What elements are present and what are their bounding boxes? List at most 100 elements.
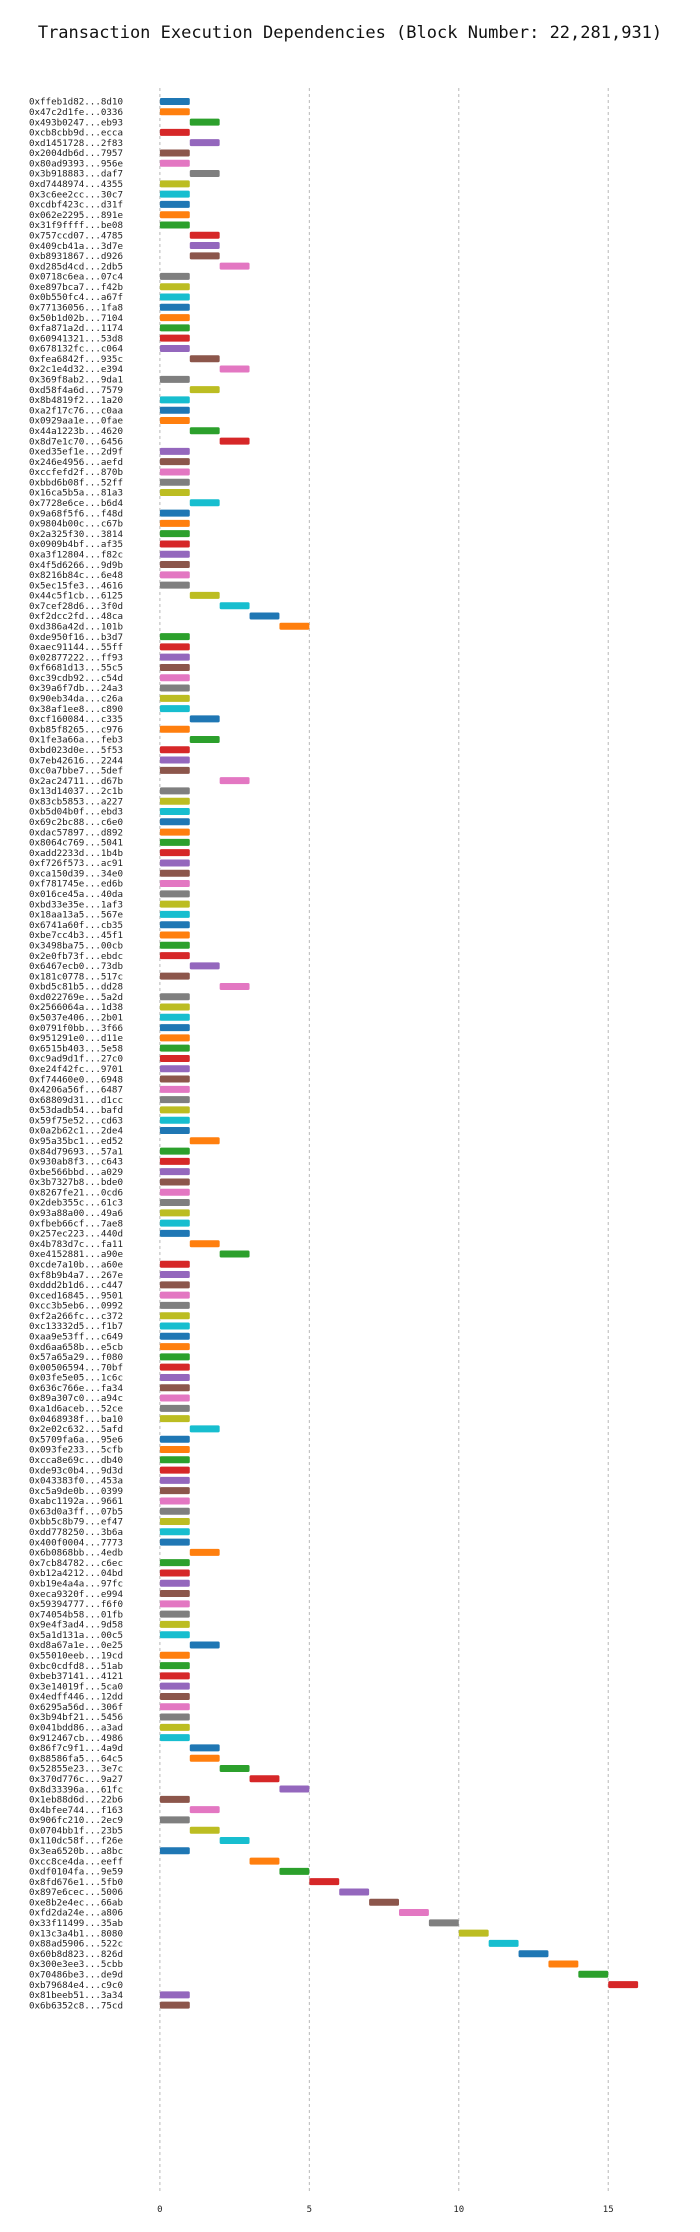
- tx-bar: [159, 1332, 190, 1340]
- tx-bar: [249, 1857, 280, 1865]
- tx-label: 0x8fd676e1...5fb0: [29, 1877, 123, 1888]
- tx-label: 0x84d79693...57a1: [29, 1146, 123, 1157]
- tx-label: 0xd285d4cd...2db5: [29, 261, 123, 272]
- tx-label: 0x409cb41a...3d7e: [29, 241, 123, 252]
- tx-label: 0x7cef28d6...3f0d: [29, 601, 123, 612]
- tx-label: 0xc9ad9d1f...27c0: [29, 1054, 123, 1065]
- tx-label: 0x69c2bc88...c6e0: [29, 817, 123, 828]
- tx-bar: [159, 910, 190, 918]
- tx-bar: [219, 1250, 250, 1258]
- tx-label: 0xf726f573...ac91: [29, 858, 123, 869]
- tx-label: 0xbc0cdfd8...51ab: [29, 1661, 123, 1672]
- tx-bar: [159, 1291, 190, 1299]
- tx-label: 0xf2a266fc...c372: [29, 1311, 123, 1322]
- transaction-bars: [159, 98, 639, 2009]
- tx-label: 0xde93c0b4...9d3d: [29, 1465, 123, 1476]
- tx-bar: [159, 1281, 190, 1289]
- tx-label: 0x86f7c9f1...4a9d: [29, 1743, 123, 1754]
- tx-label: 0x31f9ffff...be08: [29, 220, 123, 231]
- tx-label: 0x181c0778...517c: [29, 971, 123, 982]
- tx-bar: [159, 838, 190, 846]
- tx-bar: [159, 1415, 190, 1423]
- tx-label: 0x4206a56f...6487: [29, 1085, 123, 1096]
- tx-label: 0xe4152881...a90e: [29, 1249, 123, 1260]
- tx-bar: [189, 170, 220, 178]
- tx-bar: [159, 458, 190, 466]
- tx-bar: [159, 1085, 190, 1093]
- tx-label: 0xcc3b5eb6...0992: [29, 1301, 123, 1312]
- tx-label: 0x6b0868bb...4edb: [29, 1548, 123, 1559]
- tx-label: 0x2ac24711...d67b: [29, 776, 123, 787]
- tx-bar: [189, 252, 220, 260]
- tx-label: 0xcdbf423c...d31f: [29, 200, 123, 211]
- tx-label: 0x300e3ee3...5cbb: [29, 1959, 123, 1970]
- tx-label: 0xaa9e53ff...c649: [29, 1332, 123, 1343]
- tx-label: 0x77136056...1fa8: [29, 303, 123, 314]
- tx-bar: [159, 1631, 190, 1639]
- tx-label: 0x8216b84c...6e48: [29, 570, 123, 581]
- tx-label: 0x0791f0bb...3f66: [29, 1023, 123, 1034]
- tx-label: 0x2566064a...1d38: [29, 1002, 123, 1013]
- tx-bar: [279, 1867, 310, 1875]
- tx-label: 0x370d776c...9a27: [29, 1774, 123, 1785]
- tx-bar: [159, 447, 190, 455]
- tx-label: 0x493b0247...eb93: [29, 117, 123, 128]
- tx-bar: [159, 1538, 190, 1546]
- tx-bar: [159, 1703, 190, 1711]
- tx-bar: [309, 1878, 340, 1886]
- tx-bar: [159, 808, 190, 816]
- tx-label: 0x60941321...53d8: [29, 333, 123, 344]
- tx-bar: [159, 1507, 190, 1515]
- tx-label: 0xaec91144...55ff: [29, 642, 123, 653]
- tx-bar: [159, 1106, 190, 1114]
- tx-bar: [159, 859, 190, 867]
- tx-label: 0x062e2295...891e: [29, 210, 123, 221]
- tx-bar: [159, 746, 190, 754]
- tx-label: 0xa3f12804...f82c: [29, 549, 123, 560]
- tx-label: 0x13c3a4b1...8080: [29, 1928, 123, 1939]
- tx-label: 0xabc1192a...9661: [29, 1496, 123, 1507]
- tx-bar: [159, 1312, 190, 1320]
- tx-label: 0x0909b4bf...af35: [29, 539, 123, 550]
- tx-label: 0x8d33396a...61fc: [29, 1784, 123, 1795]
- tx-bar: [159, 540, 190, 548]
- x-axis-ticks: 0 5 10 15: [157, 2205, 613, 2215]
- tx-label: 0xdf0104fa...9e59: [29, 1867, 123, 1878]
- tx-bar: [159, 221, 190, 229]
- tx-bar: [159, 293, 190, 301]
- tx-label: 0x55010eeb...19cd: [29, 1650, 123, 1661]
- tx-bar: [518, 1950, 549, 1958]
- tx-bar: [159, 1662, 190, 1670]
- tx-label: 0x7728e6ce...b6d4: [29, 498, 124, 509]
- tx-label: 0x57a65a29...f080: [29, 1352, 123, 1363]
- tx-label: 0x093fe233...5cfb: [29, 1445, 123, 1456]
- tx-bar: [548, 1960, 579, 1968]
- tx-bar: [159, 1610, 190, 1618]
- tx-label: 0x74054b58...01fb: [29, 1609, 123, 1620]
- tx-label: 0xcc8ce4da...eeff: [29, 1856, 123, 1867]
- tx-bar: [159, 633, 190, 641]
- tx-label: 0x52855e23...3e7c: [29, 1764, 123, 1775]
- tx-bar: [159, 756, 190, 764]
- tx-label: 0xbd023d0e...5f53: [29, 745, 123, 756]
- tx-bar: [159, 1116, 190, 1124]
- tx-bar: [159, 941, 190, 949]
- tx-label: 0xeca9320f...e994: [29, 1589, 124, 1600]
- tx-label: 0x7cb84782...c6ec: [29, 1558, 123, 1569]
- tx-bar: [159, 180, 190, 188]
- tx-label: 0x47c2d1fe...0336: [29, 107, 123, 118]
- tx-label: 0x59394777...f6f0: [29, 1599, 123, 1610]
- tx-label: 0x3e14019f...5ca0: [29, 1681, 123, 1692]
- x-tick-label: 10: [453, 2205, 464, 2215]
- tx-label: 0x2deb355c...61c3: [29, 1198, 123, 1209]
- tx-bar: [159, 1713, 190, 1721]
- tx-label: 0x1fe3a66a...feb3: [29, 735, 123, 746]
- tx-bar: [428, 1919, 459, 1927]
- tx-bar: [369, 1898, 399, 1906]
- tx-bar: [159, 1034, 190, 1042]
- tx-bar: [159, 1301, 190, 1309]
- tx-bar: [159, 1075, 190, 1083]
- tx-label: 0x7eb42616...2244: [29, 755, 124, 766]
- tx-bar: [159, 550, 190, 558]
- tx-label: 0x03fe5e05...1c6c: [29, 1373, 123, 1384]
